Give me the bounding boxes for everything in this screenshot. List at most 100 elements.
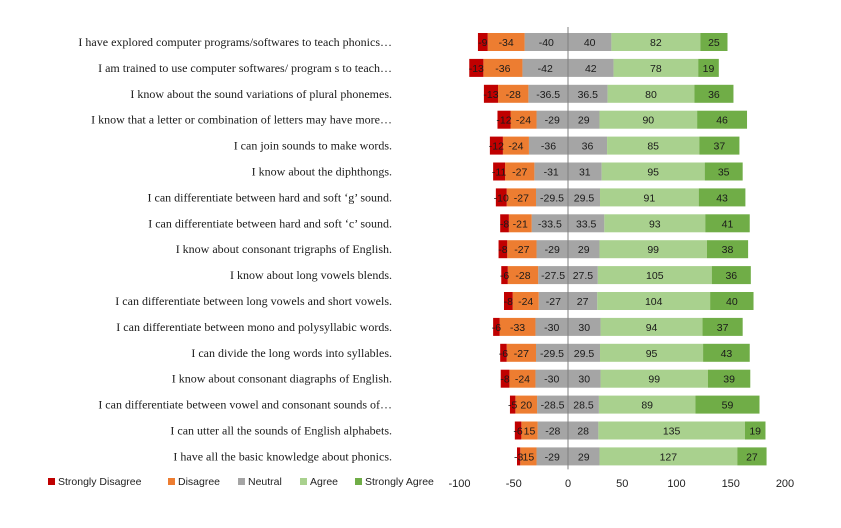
bar-segment (508, 214, 532, 233)
bar-segment (600, 188, 699, 207)
category-labels-layer: I have explored computer programs/softwa… (78, 35, 392, 463)
data-label: 37 (717, 322, 729, 334)
data-label: -30 (544, 374, 559, 386)
bar-segment (698, 188, 746, 207)
bar-segment (568, 188, 601, 207)
bar-segment (500, 343, 507, 362)
data-label: 35 (718, 167, 730, 179)
bar-segment (694, 84, 734, 103)
data-label: -33 (510, 322, 525, 334)
legend-label: Strongly Disagree (58, 476, 142, 488)
data-label: -27.5 (541, 270, 565, 282)
bar-segment (521, 421, 538, 440)
data-label: 91 (644, 192, 656, 204)
bar-segment (598, 421, 745, 440)
data-label: 99 (648, 374, 660, 386)
data-label: 40 (584, 37, 596, 49)
data-label: 15 (524, 426, 536, 438)
bar-segment (514, 421, 522, 440)
bar-segment (534, 162, 568, 181)
category-label: I can join sounds to make words. (234, 139, 392, 153)
bar-segment (703, 343, 750, 362)
bar-segment (611, 33, 701, 51)
category-label: I am trained to use computer softwares/ … (98, 61, 392, 75)
bar-segment (568, 136, 608, 155)
bar-segment (568, 84, 608, 103)
bar-segment (568, 162, 602, 181)
data-label: -24 (508, 141, 523, 153)
bar-segment (607, 136, 700, 155)
bar-segment (510, 110, 537, 129)
bar-segment (568, 395, 599, 414)
data-label: -27 (514, 192, 529, 204)
data-label: -31 (544, 167, 559, 179)
legend-swatch (238, 478, 245, 485)
data-label: -29 (545, 244, 560, 256)
bar-segment (535, 369, 568, 388)
legend-label: Neutral (248, 476, 282, 488)
bar-segment (522, 58, 568, 77)
data-label: 25 (708, 37, 720, 49)
bar-segment (535, 317, 568, 336)
bar-segment (600, 369, 708, 388)
bar-segment (568, 447, 600, 466)
data-label: -36 (495, 63, 510, 75)
data-label: -36.5 (536, 89, 560, 101)
bar-segment (506, 343, 536, 362)
data-label: -29.5 (540, 192, 564, 204)
bar-segment (607, 84, 695, 103)
bar-segment (507, 266, 539, 285)
bar-segment (497, 110, 511, 129)
x-tick-label: -50 (506, 478, 522, 490)
data-label: 90 (642, 115, 654, 127)
data-label: 28 (577, 426, 589, 438)
data-label: 15 (523, 451, 535, 463)
data-label: 27 (746, 451, 758, 463)
bar-segment (568, 33, 612, 51)
bar-segment (698, 58, 719, 77)
bar-segment (502, 136, 529, 155)
bar-segment (528, 136, 568, 155)
bar-segment (537, 421, 568, 440)
bar-segment (568, 369, 601, 388)
bar-segment (568, 240, 600, 259)
bar-segment (599, 447, 738, 466)
bar-segment (568, 266, 598, 285)
bar-segment (501, 266, 508, 285)
data-label: 39 (723, 374, 735, 386)
category-label: I can differentiate between mono and pol… (116, 320, 392, 334)
bar-segment (568, 343, 601, 362)
bar-segment (500, 369, 510, 388)
data-label: 36 (708, 89, 720, 101)
data-label: 93 (649, 218, 661, 230)
bars-layer (469, 33, 767, 466)
data-label: 78 (650, 63, 662, 75)
bar-segment (599, 240, 707, 259)
category-label: I know about consonant diagraphs of Engl… (172, 372, 392, 386)
bar-segment (598, 395, 696, 414)
bar-segment (700, 33, 728, 51)
x-tick-label: 0 (565, 478, 571, 490)
category-label: I can differentiate between hard and sof… (148, 190, 392, 204)
data-label: -27 (514, 348, 529, 360)
data-label: -27 (512, 167, 527, 179)
bar-segment (699, 136, 740, 155)
data-label: -12 (489, 141, 504, 153)
data-label: -5 (508, 400, 517, 412)
category-label: I know about the sound variations of plu… (130, 87, 392, 101)
data-label: 29.5 (574, 192, 595, 204)
category-label: I can utter all the sounds of English al… (170, 424, 392, 438)
bar-segment (568, 58, 614, 77)
data-label: -3 (514, 451, 523, 463)
bar-segment (500, 214, 509, 233)
data-label: -30 (544, 322, 559, 334)
data-label: -40 (539, 37, 554, 49)
data-label: -21 (513, 218, 528, 230)
bar-segment (528, 84, 568, 103)
data-label: -28 (506, 89, 521, 101)
legend-label: Strongly Agree (365, 476, 434, 488)
data-label: 29 (578, 115, 590, 127)
bar-segment (568, 110, 600, 129)
data-label: 46 (716, 115, 728, 127)
